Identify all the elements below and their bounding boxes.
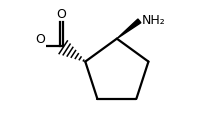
- Polygon shape: [117, 19, 141, 39]
- Text: O: O: [35, 33, 45, 46]
- Text: NH₂: NH₂: [142, 14, 165, 27]
- Text: O: O: [57, 8, 67, 21]
